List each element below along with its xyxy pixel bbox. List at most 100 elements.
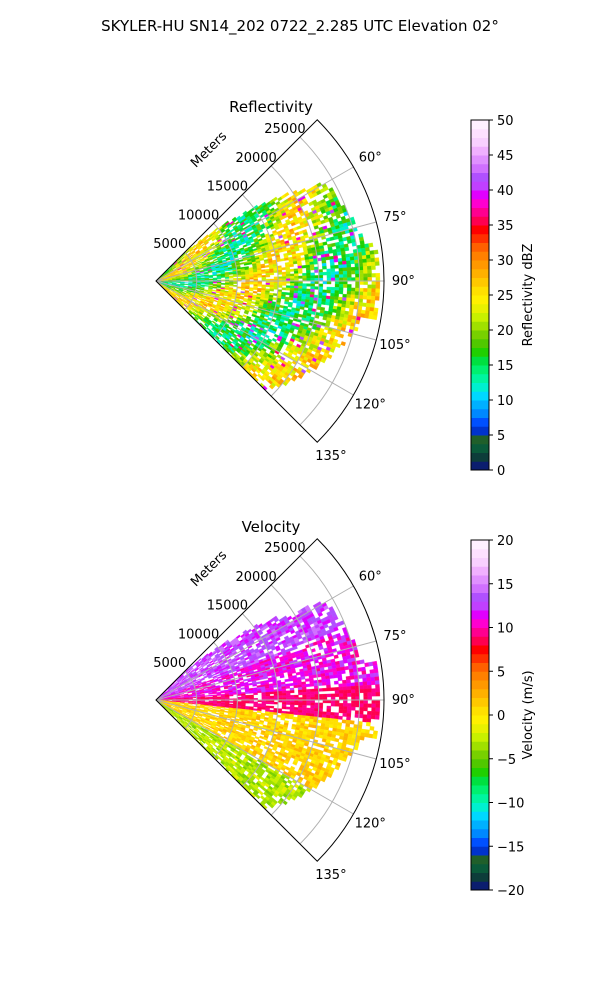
radar-gate bbox=[297, 270, 303, 274]
colorbar-tick-label: 40 bbox=[497, 184, 514, 199]
radar-gate bbox=[342, 264, 348, 269]
radar-gate bbox=[343, 696, 348, 701]
radar-gate bbox=[338, 706, 344, 710]
range-axis-label: Meters bbox=[188, 129, 230, 171]
radar-gate bbox=[285, 292, 291, 296]
radar-gate bbox=[310, 272, 315, 276]
radar-gate bbox=[362, 262, 368, 267]
radar-gate bbox=[200, 283, 205, 285]
radar-gate bbox=[321, 681, 327, 686]
radar-gate bbox=[204, 283, 210, 285]
colorbar-tick-label: 35 bbox=[497, 219, 514, 234]
radar-gate bbox=[290, 285, 295, 289]
radar-gate bbox=[371, 688, 376, 693]
radar-gate bbox=[219, 685, 225, 688]
colorbar-swatch bbox=[471, 365, 489, 375]
radar-gate bbox=[253, 701, 258, 704]
radar-gate bbox=[343, 703, 348, 707]
colorbar-swatch bbox=[471, 312, 489, 322]
radar-field bbox=[155, 182, 381, 391]
radar-gate bbox=[371, 707, 376, 712]
radar-gate bbox=[269, 705, 275, 709]
radar-gate bbox=[329, 296, 335, 300]
radar-gate bbox=[329, 262, 335, 266]
colorbar-swatch bbox=[471, 146, 489, 156]
radar-gate bbox=[338, 267, 344, 272]
radar-gate bbox=[334, 264, 339, 269]
radar-gate bbox=[314, 694, 319, 698]
radar-gate bbox=[298, 275, 303, 279]
radar-gate bbox=[314, 708, 319, 712]
radar-gate bbox=[314, 688, 319, 692]
radar-gate bbox=[330, 268, 336, 272]
radar-gate bbox=[359, 703, 364, 708]
radar-gate bbox=[363, 288, 368, 293]
radar-gate bbox=[286, 695, 291, 698]
radar-gate bbox=[314, 691, 319, 695]
radar-gate bbox=[326, 708, 331, 713]
radar-gate bbox=[371, 692, 376, 697]
radar-gate bbox=[318, 213, 324, 219]
radar-gate bbox=[298, 285, 303, 289]
radar-gate bbox=[213, 258, 218, 262]
radar-gate bbox=[364, 662, 370, 668]
radar-gate bbox=[346, 290, 352, 295]
radar-gate bbox=[208, 283, 214, 286]
radar-gate bbox=[355, 284, 360, 289]
radar-gate bbox=[302, 283, 307, 287]
radar-gate bbox=[347, 277, 352, 282]
radar-gate bbox=[351, 287, 356, 292]
radar-gate bbox=[180, 282, 185, 284]
radar-gate bbox=[249, 696, 254, 699]
radar-gate bbox=[277, 691, 283, 694]
colorbar-swatch bbox=[471, 251, 489, 261]
radar-gate bbox=[241, 277, 246, 280]
colorbar-swatch bbox=[471, 190, 489, 200]
radar-gate bbox=[310, 283, 315, 287]
radar-gate bbox=[375, 707, 380, 712]
radar-gate bbox=[370, 254, 375, 259]
radar-gate bbox=[328, 249, 334, 254]
radar-gate bbox=[338, 296, 343, 301]
radar-gate bbox=[355, 692, 360, 697]
radar-gate bbox=[184, 700, 189, 702]
radar-gate bbox=[176, 281, 181, 283]
radar-gate bbox=[337, 258, 343, 263]
radar-gate bbox=[192, 701, 197, 704]
radar-gate bbox=[349, 253, 355, 258]
radar-gate bbox=[332, 308, 338, 313]
radar-gate bbox=[363, 699, 368, 704]
radar-gate bbox=[368, 242, 374, 248]
radar-gate bbox=[242, 244, 248, 248]
radar-gate bbox=[280, 258, 285, 262]
radar-gate bbox=[335, 343, 341, 349]
radar-gate bbox=[281, 695, 287, 698]
colorbar-tick-label: 0 bbox=[497, 464, 505, 479]
radar-gate bbox=[350, 266, 356, 271]
radar-gate bbox=[326, 705, 332, 710]
colorbar-swatch bbox=[471, 373, 489, 383]
radar-gate bbox=[338, 274, 344, 278]
radar-gate bbox=[367, 703, 372, 708]
radar-gate bbox=[261, 701, 267, 704]
colorbar-swatch bbox=[471, 443, 489, 453]
radar-gate bbox=[273, 695, 279, 699]
radar-gate bbox=[208, 694, 214, 697]
radar-gate bbox=[370, 257, 376, 263]
radar-gate bbox=[265, 693, 271, 697]
radar-gate bbox=[325, 301, 330, 306]
radar-gate bbox=[257, 289, 262, 293]
radar-gate bbox=[305, 267, 311, 271]
radar-gate bbox=[273, 270, 279, 273]
radar-gate bbox=[342, 297, 347, 302]
radar-gate bbox=[248, 288, 254, 292]
radar-gate bbox=[253, 282, 258, 285]
radar-gate bbox=[281, 704, 287, 707]
radar-gate bbox=[350, 291, 356, 296]
colorbar-swatch bbox=[471, 268, 489, 278]
radar-gate bbox=[326, 286, 332, 291]
radar-gate bbox=[355, 696, 360, 701]
radar-gate bbox=[314, 275, 319, 279]
radar-gate bbox=[265, 701, 271, 705]
radar-gate bbox=[370, 299, 376, 305]
